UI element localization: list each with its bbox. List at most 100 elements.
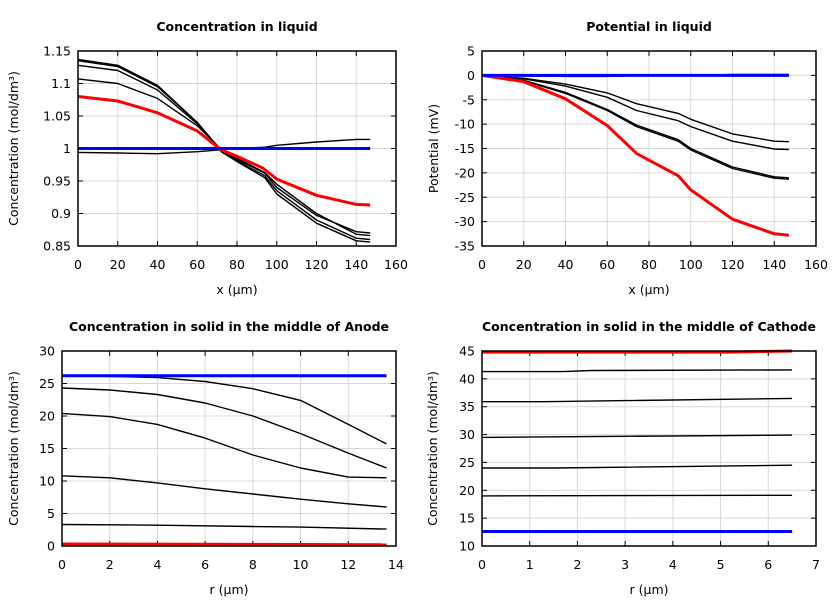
y-tick-label: 0.9 [51, 206, 71, 221]
y-tick-label: 20 [459, 483, 475, 498]
x-tick-label: 80 [229, 257, 245, 272]
y-tick-label: 15 [459, 511, 475, 526]
y-tick-label: -35 [455, 239, 475, 254]
y-tick-label: 35 [459, 399, 475, 414]
x-tick-label: 120 [721, 257, 745, 272]
y-axis-label: Concentration (mol/dm³) [425, 371, 440, 526]
y-tick-label: -5 [463, 92, 475, 107]
y-tick-label: 25 [39, 376, 55, 391]
y-tick-label: 0.95 [43, 174, 71, 189]
series-line-1 [482, 369, 793, 373]
x-tick-label: 8 [249, 557, 257, 572]
y-tick-label: 10 [459, 539, 475, 554]
y-tick-label: 30 [459, 427, 475, 442]
series-line-2 [482, 397, 793, 403]
x-tick-label: 14 [388, 557, 404, 572]
x-tick-label: 4 [153, 557, 161, 572]
y-tick-label: -20 [455, 165, 475, 180]
x-tick-label: 40 [150, 257, 166, 272]
subplot-2: 0 20 40 60 80 100 120 140 160 -35 -30 -25 -20 -15 -10 -… [426, 19, 828, 297]
y-tick-label: -15 [455, 141, 475, 156]
series-line-3 [481, 74, 789, 151]
series-line-2 [61, 387, 387, 469]
y-tick-label: -10 [455, 117, 475, 132]
chart-title: Concentration in solid in the middle of … [69, 319, 389, 334]
y-tick-label: 1.15 [43, 44, 71, 59]
x-tick-label: 40 [558, 257, 574, 272]
y-tick-label: 20 [39, 409, 55, 424]
series-line-2 [481, 74, 789, 143]
x-tick-label: 0 [58, 557, 66, 572]
x-tick-label: 120 [305, 257, 329, 272]
x-tick-label: 20 [516, 257, 532, 272]
x-tick-label: 3 [621, 557, 629, 572]
y-axis-label: Concentration (mol/dm³) [6, 371, 21, 526]
x-tick-label: 0 [478, 257, 486, 272]
x-tick-label: 4 [669, 557, 677, 572]
subplot-1: 0 20 40 60 80 100 120 140 160 0.85 0.9 0.95 1 1.05 1.1… [6, 19, 408, 297]
y-tick-label: 1.1 [51, 76, 71, 91]
y-tick-label: -30 [455, 214, 475, 229]
x-axis-label: r (µm) [630, 582, 669, 597]
series-line-4 [482, 464, 793, 469]
x-tick-label: 6 [201, 557, 209, 572]
y-tick-label: 30 [39, 344, 55, 359]
x-tick-label: 60 [189, 257, 205, 272]
series-line-2 [77, 60, 371, 241]
series-line-5 [61, 523, 387, 530]
y-axis-label: Potential (mV) [426, 104, 441, 193]
series-line-6 [77, 95, 371, 207]
x-axis-label: x (µm) [628, 282, 669, 297]
axes-frame [481, 50, 817, 247]
axes-frame [481, 350, 817, 547]
y-tick-label: 0.85 [43, 239, 71, 254]
axes-frame [61, 350, 397, 547]
y-tick-label: 15 [39, 441, 55, 456]
y-tick-label: -25 [455, 190, 475, 205]
y-axis-label: Concentration (mol/dm³) [6, 71, 21, 226]
x-tick-label: 140 [344, 257, 368, 272]
x-axis-label: r (µm) [210, 582, 249, 597]
x-tick-label: 60 [599, 257, 615, 272]
subplot-3: 0 2 4 6 8 10 12 14 0 5 10 15 20 25 30 Concentration in … [6, 319, 404, 597]
series-line-5 [481, 74, 789, 180]
x-tick-label: 160 [804, 257, 828, 272]
x-tick-label: 100 [679, 257, 703, 272]
x-tick-label: 0 [478, 557, 486, 572]
x-tick-label: 7 [812, 557, 820, 572]
chart-title: Potential in liquid [586, 19, 712, 34]
chart-title: Concentration in solid in the middle of … [482, 319, 816, 334]
x-tick-label: 0 [74, 257, 82, 272]
x-tick-label: 1 [526, 557, 534, 572]
x-tick-label: 2 [573, 557, 581, 572]
x-tick-label: 20 [110, 257, 126, 272]
y-tick-label: 5 [47, 506, 55, 521]
x-tick-label: 5 [717, 557, 725, 572]
x-tick-label: 100 [265, 257, 289, 272]
series-line-6 [481, 73, 790, 237]
y-tick-label: 45 [459, 344, 475, 359]
x-tick-label: 140 [762, 257, 786, 272]
series-line-4 [77, 78, 371, 237]
x-tick-label: 80 [641, 257, 657, 272]
chart-title: Concentration in liquid [156, 19, 317, 34]
y-tick-label: 10 [39, 474, 55, 489]
x-tick-label: 10 [293, 557, 309, 572]
y-tick-label: 5 [467, 44, 475, 59]
series-line-6 [61, 542, 387, 547]
x-tick-label: 2 [106, 557, 114, 572]
series-line-5 [481, 494, 793, 497]
x-tick-label: 160 [384, 257, 408, 272]
series-line-1 [61, 375, 387, 445]
y-tick-label: 25 [459, 455, 475, 470]
y-tick-label: 0 [467, 68, 475, 83]
x-tick-label: 12 [340, 557, 356, 572]
x-tick-label: 6 [764, 557, 772, 572]
series-line-3 [481, 434, 793, 439]
axes-frame [77, 50, 397, 247]
y-tick-label: 0 [47, 539, 55, 554]
x-axis-label: x (µm) [216, 282, 257, 297]
y-tick-label: 1.05 [43, 109, 71, 124]
